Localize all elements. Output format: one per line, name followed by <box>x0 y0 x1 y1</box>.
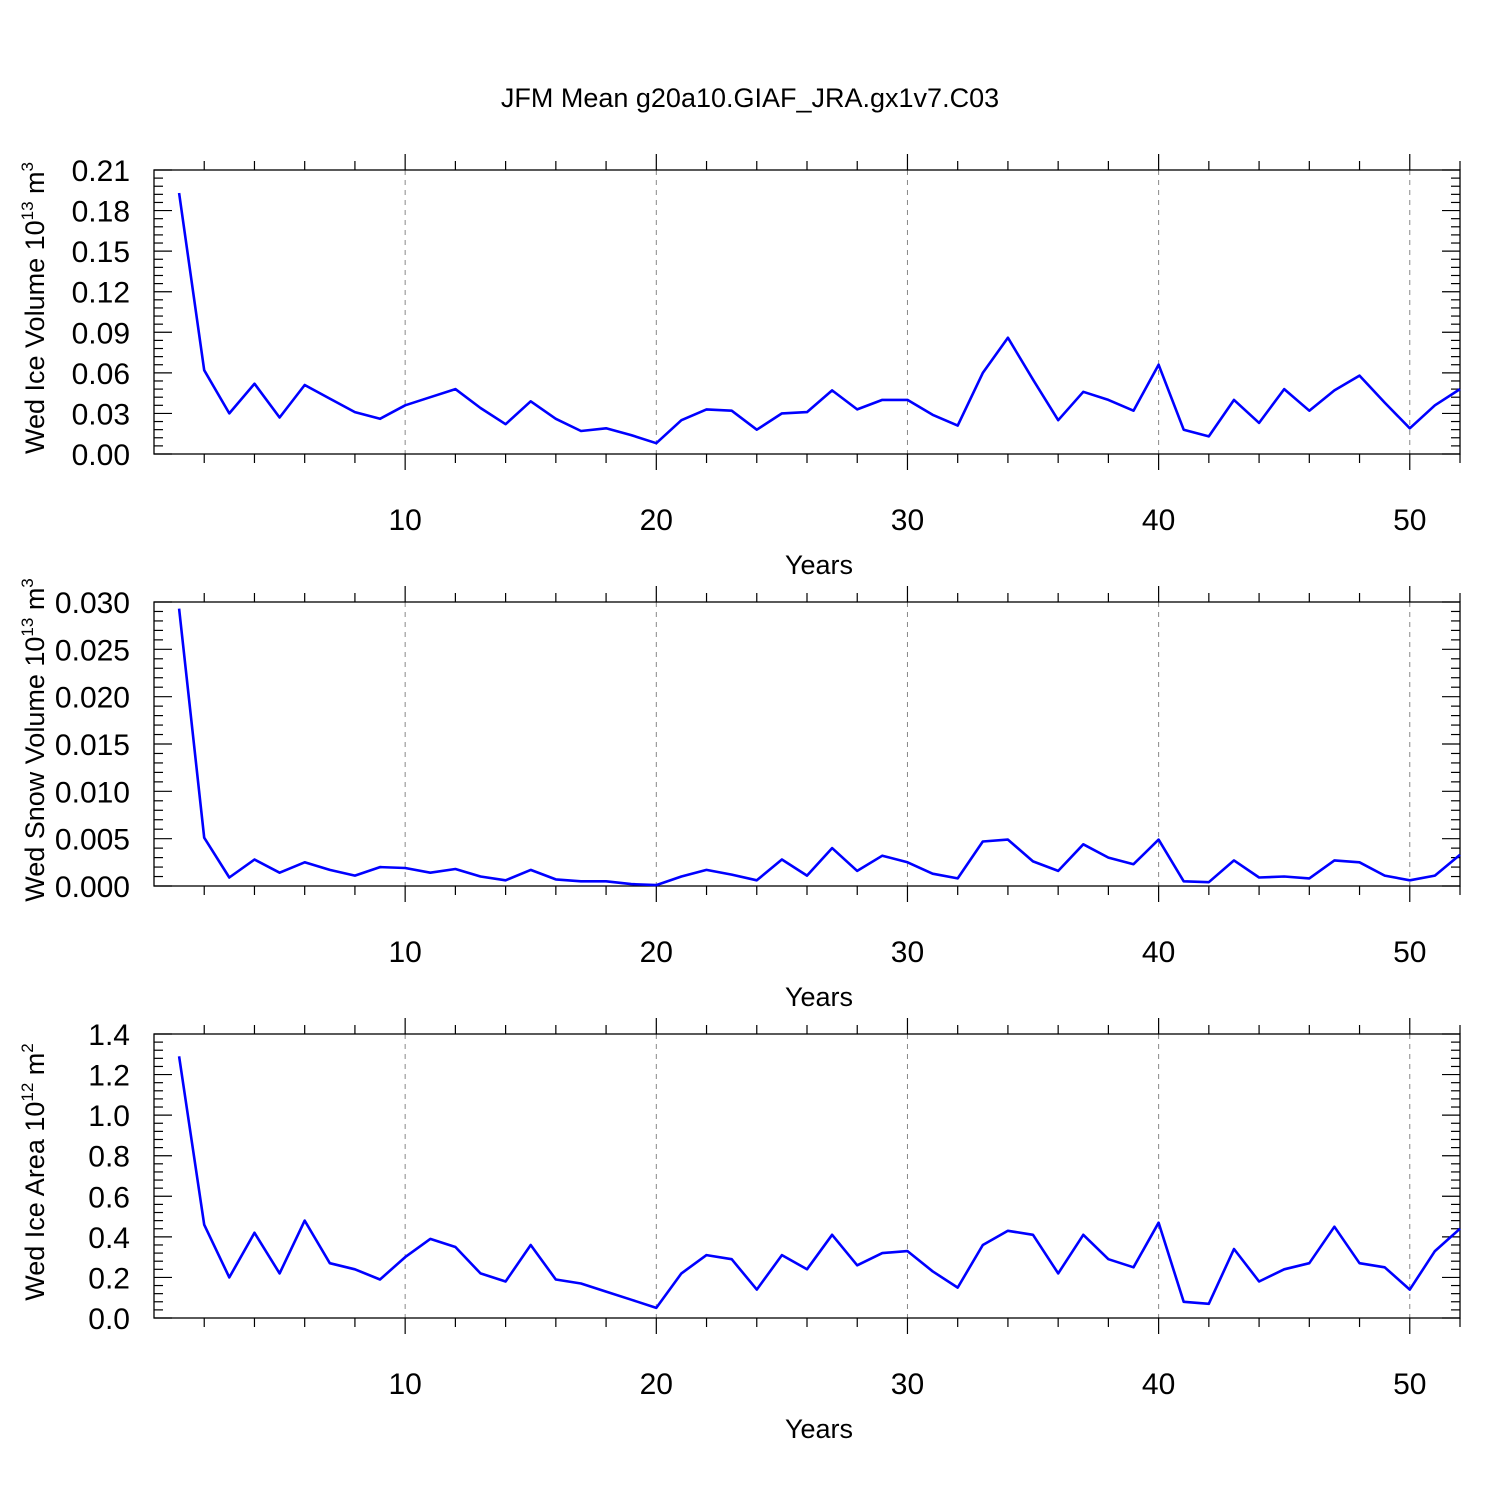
x-tick-label: 30 <box>891 1368 924 1401</box>
chart-panel-3: 10 20 30 40 50 Years 0.0 0.2 0.4 0.6 0.8 1.0 1.2 1.4 W… <box>18 1018 1461 1444</box>
x-tick-label: 40 <box>1142 1368 1175 1401</box>
y-tick-label: 0.015 <box>55 729 130 762</box>
y-tick-label: 0.005 <box>55 824 130 857</box>
y-tick-label: 0.09 <box>72 317 130 350</box>
x-tick-label: 30 <box>891 504 924 537</box>
y-tick-label: 0.010 <box>55 776 130 809</box>
x-tick-label: 10 <box>388 504 421 537</box>
y-tick-label: 0.2 <box>88 1262 130 1295</box>
x-tick-label: 40 <box>1142 504 1175 537</box>
chart-panels: 10 20 30 40 50 Years 0.00 0.03 0.06 0.09 0.12 0.15 0… <box>18 154 1461 1444</box>
series-line <box>177 608 1461 887</box>
plot-frame <box>153 1033 1461 1319</box>
y-tick-label: 1.4 <box>88 1019 130 1052</box>
y-tick-label: 0.12 <box>72 277 130 310</box>
y-axis-title: Wed Snow Volume 1013 m3 <box>18 578 50 902</box>
y-tick-label: 0.030 <box>55 587 130 620</box>
series-line <box>177 192 1461 445</box>
x-tick-label: 50 <box>1393 936 1426 969</box>
y-tick-label: 0.18 <box>72 196 130 229</box>
x-tick-label: 10 <box>388 1368 421 1401</box>
y-tick-label: 0.025 <box>55 634 130 667</box>
y-tick-label: 0.21 <box>72 155 130 188</box>
y-tick-label: 0.06 <box>72 358 130 391</box>
y-tick-label: 0.0 <box>88 1303 130 1336</box>
x-tick-label: 20 <box>640 936 673 969</box>
y-tick-label: 0.6 <box>88 1181 130 1214</box>
y-tick-label: 0.00 <box>72 439 130 472</box>
x-tick-label: 20 <box>640 504 673 537</box>
y-axis-title: Wed Ice Volume 1013 m3 <box>18 162 50 454</box>
x-tick-label: 10 <box>388 936 421 969</box>
x-tick-label: 50 <box>1393 1368 1426 1401</box>
x-axis-title: Years <box>785 982 853 1012</box>
x-tick-label: 20 <box>640 1368 673 1401</box>
chart-panel-2: 10 20 30 40 50 Years 0.000 0.005 0.010 0.015 0.020… <box>18 578 1461 1012</box>
y-tick-label: 1.2 <box>88 1060 130 1093</box>
plot-frame <box>153 601 1461 887</box>
x-axis-title: Years <box>785 1414 853 1444</box>
x-tick-label: 40 <box>1142 936 1175 969</box>
y-tick-label: 0.03 <box>72 398 130 431</box>
y-axis-title: Wed Ice Area 1012 m2 <box>18 1043 50 1301</box>
chart-title: JFM Mean g20a10.GIAF_JRA.gx1v7.C03 <box>501 83 999 113</box>
y-tick-label: 0.000 <box>55 871 130 904</box>
chart-panel-1: 10 20 30 40 50 Years 0.00 0.03 0.06 0.09 0.12 0.15 0… <box>18 154 1461 580</box>
y-tick-label: 1.0 <box>88 1100 130 1133</box>
y-tick-label: 0.15 <box>72 236 130 269</box>
y-tick-label: 0.4 <box>88 1222 130 1255</box>
x-axis-title: Years <box>785 550 853 580</box>
x-tick-label: 50 <box>1393 504 1426 537</box>
y-tick-label: 0.8 <box>88 1141 130 1174</box>
series-line <box>177 1056 1461 1310</box>
y-tick-label: 0.020 <box>55 682 130 715</box>
x-tick-label: 30 <box>891 936 924 969</box>
